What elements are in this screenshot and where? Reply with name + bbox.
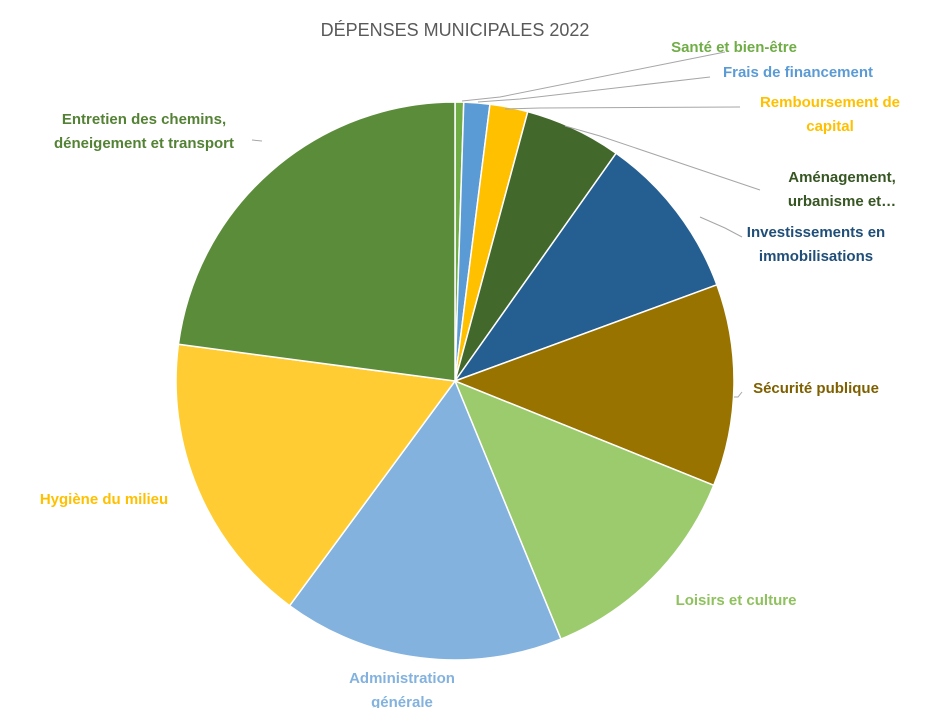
- slice-label-line: Santé et bien-être: [671, 39, 797, 56]
- slice-label: Loisirs et culture: [676, 592, 797, 609]
- pie-slice: [177, 101, 456, 382]
- slice-label-line: Administration: [349, 670, 455, 687]
- slice-label-line: Aménagement,: [788, 169, 896, 186]
- slice-label-line: déneigement et transport: [54, 135, 234, 152]
- slice-label-line: Hygiène du milieu: [40, 491, 168, 508]
- slice-label: Investissements en immobilisations: [747, 224, 885, 265]
- slice-label-line: immobilisations: [759, 248, 873, 265]
- slice-label-line: Remboursement de: [760, 94, 900, 111]
- slice-label: Aménagement, urbanisme et…: [788, 169, 896, 210]
- pie-slices: [175, 101, 735, 661]
- slice-label: Entretien des chemins, déneigement et tra…: [54, 111, 234, 152]
- slice-label-line: Entretien des chemins,: [62, 111, 226, 128]
- slice-label-line: Investissements en: [747, 224, 885, 241]
- pie-slice: [453, 379, 715, 641]
- chart-title: DÉPENSES MUNICIPALES 2022: [321, 20, 590, 40]
- leader-line: [477, 76, 711, 103]
- slice-label-line: Loisirs et culture: [676, 592, 797, 609]
- slice-label-line: Sécurité publique: [753, 380, 879, 397]
- slice-label: Sécurité publique: [753, 380, 879, 397]
- leader-line: [461, 51, 726, 102]
- slice-label: Administration générale: [349, 670, 455, 708]
- slice-label: Hygiène du milieu: [40, 491, 168, 508]
- leader-line: [734, 391, 743, 398]
- pie-slice: [452, 152, 718, 383]
- slice-label: Frais de financement: [723, 64, 873, 81]
- slice-label-line: générale: [371, 694, 433, 708]
- slice-label: Santé et bien-être: [671, 39, 797, 56]
- leader-lines: [251, 51, 761, 398]
- leader-line: [699, 216, 743, 238]
- slice-label-line: Frais de financement: [723, 64, 873, 81]
- leader-line: [504, 106, 741, 110]
- leader-line: [564, 125, 761, 191]
- data-labels: Santé et bien-être Frais de financement Re…: [40, 39, 900, 708]
- slice-label: Remboursement de capital: [760, 94, 900, 135]
- slice-label-line: capital: [806, 118, 854, 135]
- leader-line: [251, 139, 263, 142]
- pie-slice: [175, 343, 457, 607]
- slice-label-line: urbanisme et…: [788, 193, 896, 210]
- pie-slice: [288, 379, 562, 661]
- pie-slice: [452, 283, 735, 487]
